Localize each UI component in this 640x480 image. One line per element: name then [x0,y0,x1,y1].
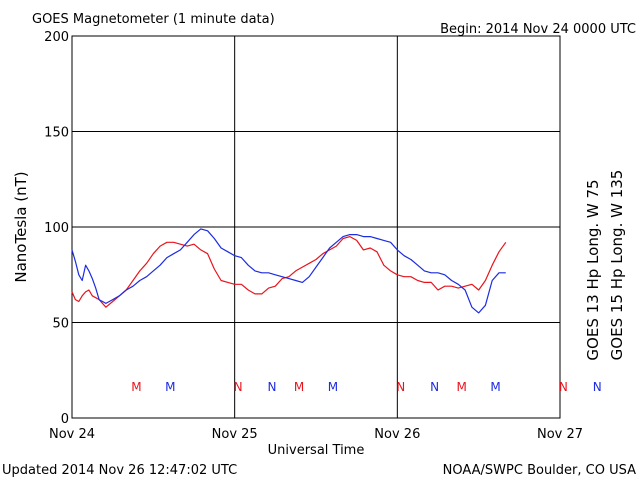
annotation-marker: M [131,380,141,394]
annotation-marker: M [294,380,304,394]
annotation-marker: N [593,380,602,394]
annotation-marker: M [328,380,338,394]
begin-time: Begin: 2014 Nov 24 0000 UTC [440,22,636,37]
annotation-marker: M [490,380,500,394]
updated-timestamp: Updated 2014 Nov 26 12:47:02 UTC [2,463,237,478]
x-tick-label: Nov 26 [374,427,420,442]
x-axis-label: Universal Time [268,443,365,458]
series-line-goes15 [71,228,506,314]
annotation-marker: N [267,380,276,394]
x-tick-label: Nov 24 [49,427,95,442]
annotation-marker: M [165,380,175,394]
x-tick-labels: Nov 24 Nov 25 Nov 26 Nov 27 [49,427,583,442]
y-tick-label: 200 [44,30,69,45]
series-group [71,228,507,314]
annotation-marker: N [234,380,243,394]
grid-lines [72,36,560,418]
y-axis-label: NanoTesla (nT) [12,171,30,282]
credit-text: NOAA/SWPC Boulder, CO USA [443,463,636,478]
annotation-marker: N [396,380,405,394]
chart-title: GOES Magnetometer (1 minute data) [32,12,275,27]
annotation-marker: N [430,380,439,394]
y-tick-label: 0 [61,412,69,427]
y-tick-label: 100 [44,221,69,236]
legend-goes13: GOES 13 Hp Long. W 75 [584,179,602,360]
y-tick-labels: 0 50 100 150 200 [44,30,69,427]
y-tick-label: 150 [44,126,69,141]
annotation-marker: M [457,380,467,394]
annotation-marker: N [559,380,568,394]
x-tick-label: Nov 27 [537,427,583,442]
x-tick-label: Nov 25 [212,427,258,442]
legend-goes15: GOES 15 Hp Long. W 135 [608,170,626,361]
y-tick-label: 50 [52,317,69,332]
